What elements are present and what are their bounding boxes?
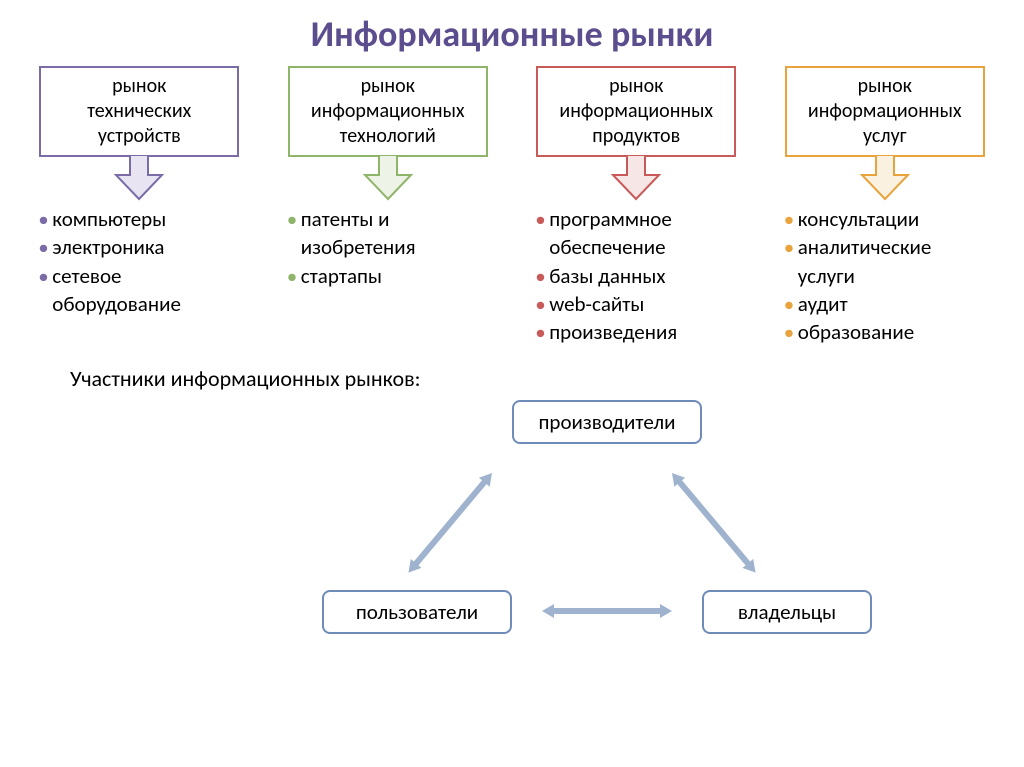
participants-subtitle: Участники информационных рынков: (0, 347, 1024, 392)
list-item: консультации (784, 205, 990, 233)
market-column-2: рынокинформационныхпродуктов программное… (517, 66, 756, 347)
participant-node-left: пользователи (322, 590, 512, 634)
arrow-down-icon (858, 155, 912, 201)
double-arrow-icon (395, 461, 502, 581)
participant-node-top: производители (512, 400, 702, 444)
market-box: рынокинформационныхпродуктов (536, 66, 736, 157)
list-item: образование (784, 318, 990, 346)
page-title: Информационные рынки (0, 0, 1024, 56)
arrow-down-icon (112, 155, 166, 201)
list-item: программное обеспечение (535, 205, 741, 262)
list-item: патенты и изобретения (287, 205, 493, 262)
market-column-3: рынокинформационныхуслуг консультацииана… (766, 66, 1005, 347)
market-items: консультациианалитические услугиаудитобр… (780, 205, 990, 347)
participants-triangle: производителипользователивладельцы (202, 400, 822, 660)
arrow-down-icon (609, 155, 663, 201)
list-item: компьютеры (38, 205, 244, 233)
market-items: патенты и изобретениястартапы (283, 205, 493, 290)
market-items: компьютерыэлектроникасетевое оборудовани… (34, 205, 244, 318)
market-column-0: рыноктехническихустройств компьютерыэлек… (20, 66, 259, 347)
list-item: web-сайты (535, 290, 741, 318)
market-box: рынокинформационныхтехнологий (288, 66, 488, 157)
market-column-1: рынокинформационныхтехнологий патенты и … (269, 66, 508, 347)
list-item: сетевое оборудование (38, 262, 244, 319)
double-arrow-icon (542, 598, 672, 629)
market-items: программное обеспечениебазы данныхweb-са… (531, 205, 741, 347)
list-item: базы данных (535, 262, 741, 290)
list-item: аудит (784, 290, 990, 318)
list-item: стартапы (287, 262, 493, 290)
market-box: рынокинформационныхуслуг (785, 66, 985, 157)
market-box: рыноктехническихустройств (39, 66, 239, 157)
list-item: произведения (535, 318, 741, 346)
market-columns: рыноктехническихустройств компьютерыэлек… (0, 56, 1024, 347)
list-item: электроника (38, 233, 244, 261)
double-arrow-icon (658, 464, 765, 584)
list-item: аналитические услуги (784, 233, 990, 290)
participant-node-right: владельцы (702, 590, 872, 634)
arrow-down-icon (361, 155, 415, 201)
